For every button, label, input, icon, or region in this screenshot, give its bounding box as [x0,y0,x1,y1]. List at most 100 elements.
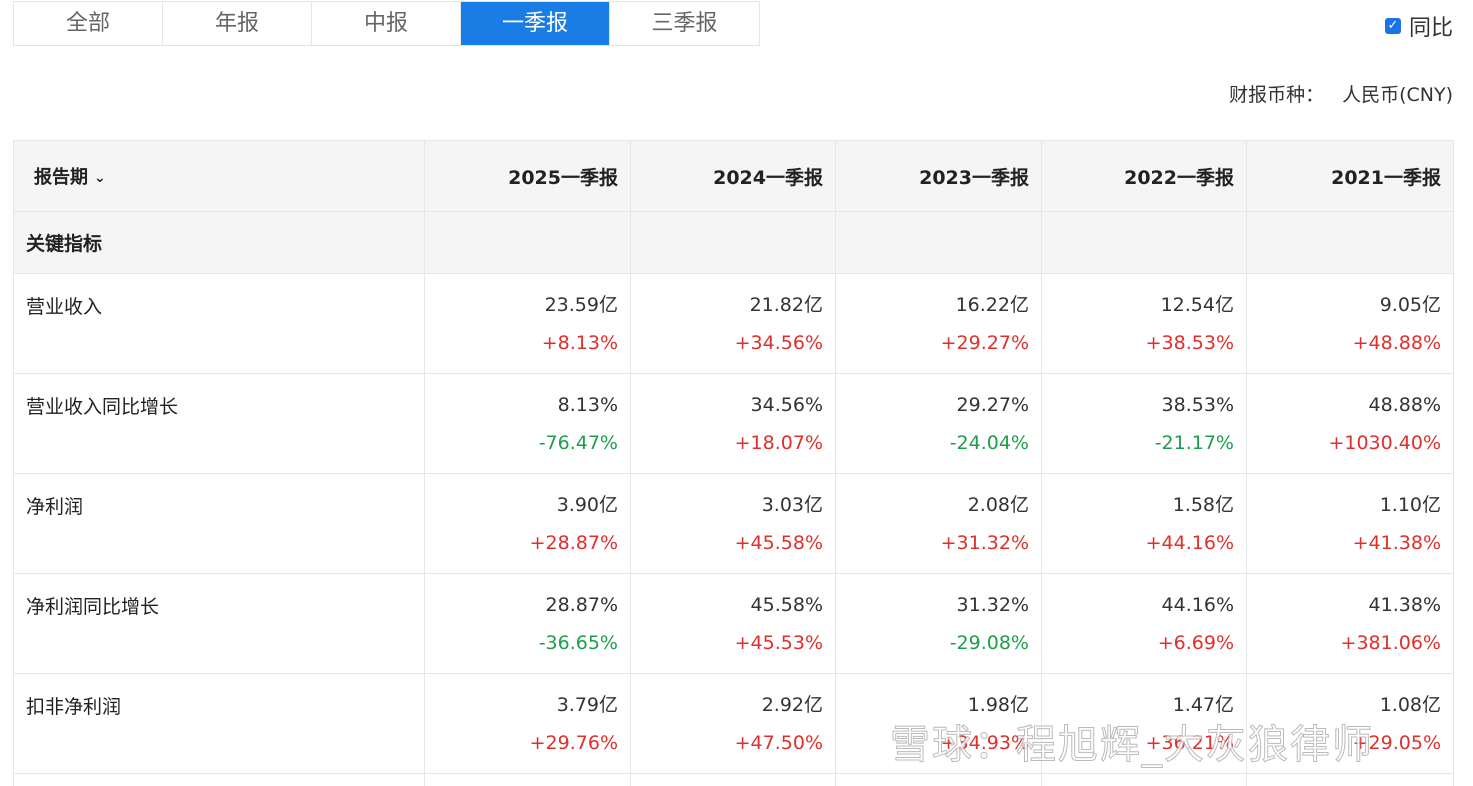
data-cell: 2.08亿 +31.32% [835,473,1042,574]
section-row: 关键指标 [13,211,1454,274]
cell-change: +8.13% [541,332,618,354]
cell-change: -24.04% [949,432,1029,454]
period-header-label: 报告期 [34,167,88,188]
financial-table: 报告期 ⌄ 2025一季报 2024一季报 2023一季报 2022一季报 202… [13,140,1454,786]
data-cell: 23.59亿 +8.13% [424,273,631,374]
data-cell: 1.47亿 +36.21% [1041,673,1247,774]
column-header: 2025一季报 [424,140,631,212]
section-title: 关键指标 [13,211,425,274]
cell-change: +31.32% [940,532,1029,554]
data-cell: 44.16% +6.69% [1041,573,1247,674]
cell-change: +36.21% [1145,732,1234,754]
cell-value: 45.58% [750,594,823,616]
data-cell: 31.32% -29.08% [835,573,1042,674]
column-header: 2024一季报 [630,140,836,212]
cell-value: 8.13% [557,394,618,416]
cell-value: 41.38% [1368,594,1441,616]
table-row: 扣非净利润 3.79亿 +29.76% 2.92亿 +47.50% 1.98亿 +34.93… [13,673,1454,774]
cell-value: 29.27% [956,394,1029,416]
table-row: 营业收入同比增长 8.13% -76.47% 34.56% +18.07% 29.27% -… [13,373,1454,474]
yoy-checkbox[interactable]: ✓ [1384,18,1401,34]
data-cell: 3.90亿 +28.87% [424,473,631,574]
cell-change: +34.56% [734,332,823,354]
cell-value: 31.32% [956,594,1029,616]
data-cell: 21.82亿 +34.56% [630,273,836,374]
cell-change: +29.05% [1352,732,1441,754]
data-cell: 1.58亿 +44.16% [1041,473,1247,574]
currency-info: 财报币种： 人民币(CNY) [1229,80,1453,107]
data-cell: 38.53% -21.17% [1041,373,1247,474]
cell-change: +45.53% [734,632,823,654]
cell-change: +48.88% [1352,332,1441,354]
data-cell: 3.03亿 +45.58% [630,473,836,574]
data-cell: 41.38% +381.06% [1246,573,1454,674]
cell-change: +45.58% [734,532,823,554]
cell-change: +34.93% [940,732,1029,754]
cell-value: 3.03亿 [761,494,823,516]
cell-change: +41.38% [1352,532,1441,554]
cell-value: 21.82亿 [749,294,823,316]
cell-change: +381.06% [1340,632,1441,654]
currency-value: 人民币(CNY) [1342,84,1453,106]
cell-change: +6.69% [1157,632,1234,654]
data-cell: 12.54亿 +38.53% [1041,273,1247,374]
row-label: 扣非净利润 [13,673,425,774]
row-label: 净利润 [13,473,425,574]
cell-value: 1.47亿 [1172,694,1234,716]
cell-change: -36.65% [538,632,618,654]
currency-label: 财报币种： [1229,84,1325,106]
report-type-tabs: 全部 年报 中报 一季报 三季报 [13,1,760,46]
table-row: 净利润同比增长 28.87% -36.65% 45.58% +45.53% 31.32% -… [13,573,1454,674]
column-header: 2021一季报 [1246,140,1454,212]
chevron-down-icon: ⌄ [94,170,106,186]
cell-value: 23.59亿 [544,294,618,316]
cell-value: 1.98亿 [967,694,1029,716]
cell-value: 28.87% [545,594,618,616]
cell-change: -76.47% [538,432,618,454]
data-cell: 28.87% -36.65% [424,573,631,674]
data-cell: 8.13% -76.47% [424,373,631,474]
table-row: 营业收入 23.59亿 +8.13% 21.82亿 +34.56% 16.22亿 +29.2… [13,273,1454,374]
cell-change: +29.27% [940,332,1029,354]
column-header: 2023一季报 [835,140,1042,212]
cell-value: 16.22亿 [955,294,1029,316]
data-cell: 48.88% +1030.40% [1246,373,1454,474]
tab-interim[interactable]: 中报 [312,2,461,45]
yoy-toggle[interactable]: ✓ 同比 [1384,10,1453,42]
table-row-partial [13,773,1454,786]
tab-q3[interactable]: 三季报 [651,11,718,36]
data-cell: 9.05亿 +48.88% [1246,273,1454,374]
data-cell: 3.79亿 +29.76% [424,673,631,774]
tab-q1[interactable]: 一季报 [461,2,610,45]
data-cell: 2.92亿 +47.50% [630,673,836,774]
cell-change: +1030.40% [1328,432,1441,454]
cell-value: 48.88% [1368,394,1441,416]
cell-value: 38.53% [1161,394,1234,416]
data-cell: 29.27% -24.04% [835,373,1042,474]
cell-change: -29.08% [949,632,1029,654]
table-header-row: 报告期 ⌄ 2025一季报 2024一季报 2023一季报 2022一季报 202… [13,140,1454,212]
table-row: 净利润 3.90亿 +28.87% 3.03亿 +45.58% 2.08亿 +31.32% 1… [13,473,1454,574]
data-cell: 34.56% +18.07% [630,373,836,474]
cell-value: 34.56% [750,394,823,416]
data-cell: 1.08亿 +29.05% [1246,673,1454,774]
data-cell: 16.22亿 +29.27% [835,273,1042,374]
row-label: 营业收入同比增长 [13,373,425,474]
cell-value: 2.92亿 [761,694,823,716]
period-header[interactable]: 报告期 ⌄ [13,140,425,212]
cell-value: 1.10亿 [1379,494,1441,516]
tab-all[interactable]: 全部 [14,2,163,45]
cell-change: +18.07% [734,432,823,454]
cell-value: 3.90亿 [556,494,618,516]
cell-value: 1.58亿 [1172,494,1234,516]
tab-annual[interactable]: 年报 [163,2,312,45]
cell-change: +28.87% [529,532,618,554]
yoy-label: 同比 [1408,16,1453,41]
row-label: 营业收入 [13,273,425,374]
cell-change: +47.50% [734,732,823,754]
cell-value: 44.16% [1161,594,1234,616]
cell-value: 2.08亿 [967,494,1029,516]
cell-change: -21.17% [1154,432,1234,454]
cell-change: +44.16% [1145,532,1234,554]
